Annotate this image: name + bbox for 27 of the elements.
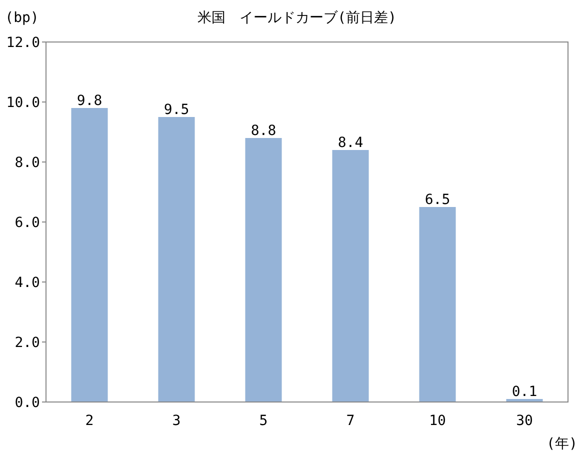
data-label: 9.5 xyxy=(164,102,190,118)
y-tick-label: 8.0 xyxy=(14,155,40,171)
data-label: 8.4 xyxy=(338,135,364,151)
chart-title: 米国 イールドカーブ(前日差) xyxy=(198,10,396,26)
bar xyxy=(71,108,108,402)
y-tick-label: 12.0 xyxy=(6,35,40,51)
x-tick-label: 7 xyxy=(346,413,355,429)
y-tick-label: 6.0 xyxy=(14,215,40,231)
x-axis-title: (年) xyxy=(546,436,578,452)
data-label: 8.8 xyxy=(250,123,276,139)
y-tick-label: 0.0 xyxy=(14,395,40,411)
bar xyxy=(245,138,282,402)
x-tick-label: 3 xyxy=(172,413,181,429)
bar xyxy=(419,207,456,402)
y-axis-title: (bp) xyxy=(5,10,39,26)
x-tick-label: 5 xyxy=(259,413,268,429)
y-tick-label: 10.0 xyxy=(6,95,40,111)
y-tick-label: 2.0 xyxy=(14,335,40,351)
data-label: 0.1 xyxy=(512,384,538,400)
x-tick-label: 10 xyxy=(429,413,446,429)
x-tick-label: 30 xyxy=(516,413,533,429)
bar xyxy=(158,117,195,402)
data-label: 6.5 xyxy=(424,192,450,208)
x-tick-label: 2 xyxy=(85,413,94,429)
y-tick-label: 4.0 xyxy=(14,275,40,291)
bar xyxy=(332,150,369,402)
data-label: 9.8 xyxy=(76,93,102,109)
